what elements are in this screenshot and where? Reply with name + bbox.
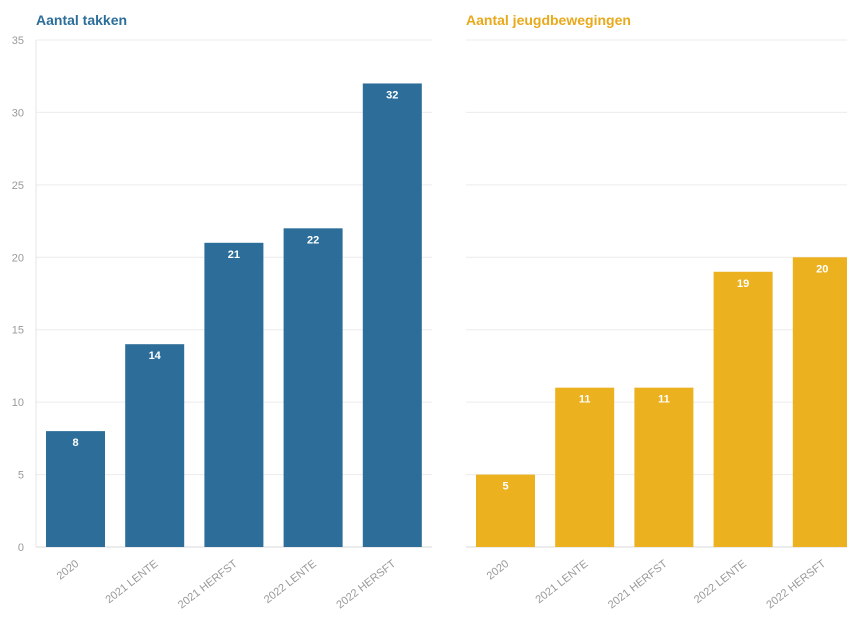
chart-panel-aantal-takken: Aantal takken 0 5 10 15 20 25 30 35 8 2020 14 2021 … <box>12 12 432 611</box>
bar <box>792 257 847 547</box>
y-tick-label: 5 <box>18 470 24 482</box>
bar-value-label: 5 <box>502 481 508 493</box>
y-tick-label: 10 <box>12 397 24 409</box>
bar-value-label: 32 <box>386 89 398 101</box>
x-tick-label: 2022 HERSFT <box>764 558 828 612</box>
x-tick-label: 2022 LENTE <box>262 558 319 606</box>
y-tick-label: 30 <box>12 107 24 119</box>
x-tick-label: 2021 HERFST <box>176 558 240 612</box>
y-tick-label: 0 <box>18 542 24 554</box>
bar-value-label: 14 <box>149 350 162 362</box>
x-tick-label: 2020 <box>55 558 82 583</box>
y-tick-label: 20 <box>12 252 24 264</box>
x-tick-label: 2021 HERFST <box>606 558 670 612</box>
bar <box>476 474 535 547</box>
y-tick-label: 35 <box>12 35 24 47</box>
chart-title: Aantal takken <box>36 12 127 28</box>
bar <box>204 242 264 548</box>
bar-value-label: 19 <box>737 278 749 290</box>
x-tick-label: 2020 <box>485 558 512 583</box>
bar <box>634 387 694 547</box>
bar <box>362 83 422 547</box>
bar <box>555 387 615 547</box>
x-tick-label: 2022 HERSFT <box>334 558 398 612</box>
chart-title: Aantal jeugdbewegingen <box>466 12 631 28</box>
chart-panel-aantal-jeugdbewegingen: Aantal jeugdbewegingen 5 2020 11 2021 LENTE… <box>466 12 847 611</box>
bar-value-label: 22 <box>307 234 319 246</box>
bar <box>46 431 105 547</box>
bar-value-label: 11 <box>579 394 591 406</box>
x-tick-label: 2021 LENTE <box>104 558 161 606</box>
bar <box>283 228 343 548</box>
x-tick-label: 2021 LENTE <box>534 558 591 606</box>
bar <box>125 344 185 547</box>
y-tick-label: 15 <box>12 325 24 337</box>
bar <box>713 271 773 547</box>
bar-value-label: 11 <box>658 394 670 406</box>
bar-value-label: 21 <box>228 249 240 261</box>
y-tick-label: 25 <box>12 180 24 192</box>
x-tick-label: 2022 LENTE <box>692 558 749 606</box>
bar-value-label: 20 <box>816 263 828 275</box>
bar-value-label: 8 <box>72 437 78 449</box>
